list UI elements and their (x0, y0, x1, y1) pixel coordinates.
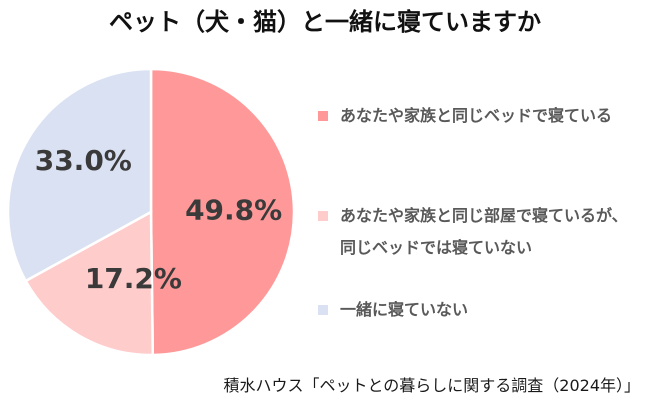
legend-label-same-room: あなたや家族と同じ部屋で寝ているが、同じベッドでは寝ていない (340, 206, 628, 257)
source-caption: 積水ハウス「ペットとの暮らしに関する調査（2024年）」 (223, 376, 640, 395)
slice-value-label-not-together: 33.0% (35, 144, 132, 177)
pie-slice-not-together (6, 67, 153, 283)
legend-swatch-not-together (318, 305, 328, 315)
chart-title: ペット（犬・猫）と一緒に寝ていますか (109, 8, 541, 36)
pie-chart: 49.8% 17.2% 33.0% (6, 67, 296, 357)
legend-label-same-bed: あなたや家族と同じベッドで寝ている (340, 106, 613, 125)
legend-swatch-same-bed (318, 111, 328, 121)
legend-item-same-bed: あなたや家族と同じベッドで寝ている (318, 100, 643, 132)
pie-slice-same-bed (149, 67, 296, 357)
legend-item-same-room: あなたや家族と同じ部屋で寝ているが、同じベッドでは寝ていない (318, 200, 643, 264)
legend-item-not-together: 一緒に寝ていない (318, 294, 643, 326)
legend-label-not-together: 一緒に寝ていない (340, 300, 469, 319)
slice-value-label-same-room: 17.2% (85, 262, 182, 295)
slice-value-label-same-bed: 49.8% (185, 194, 282, 227)
legend-swatch-same-room (318, 211, 328, 221)
pie-slice-same-room (23, 209, 155, 357)
